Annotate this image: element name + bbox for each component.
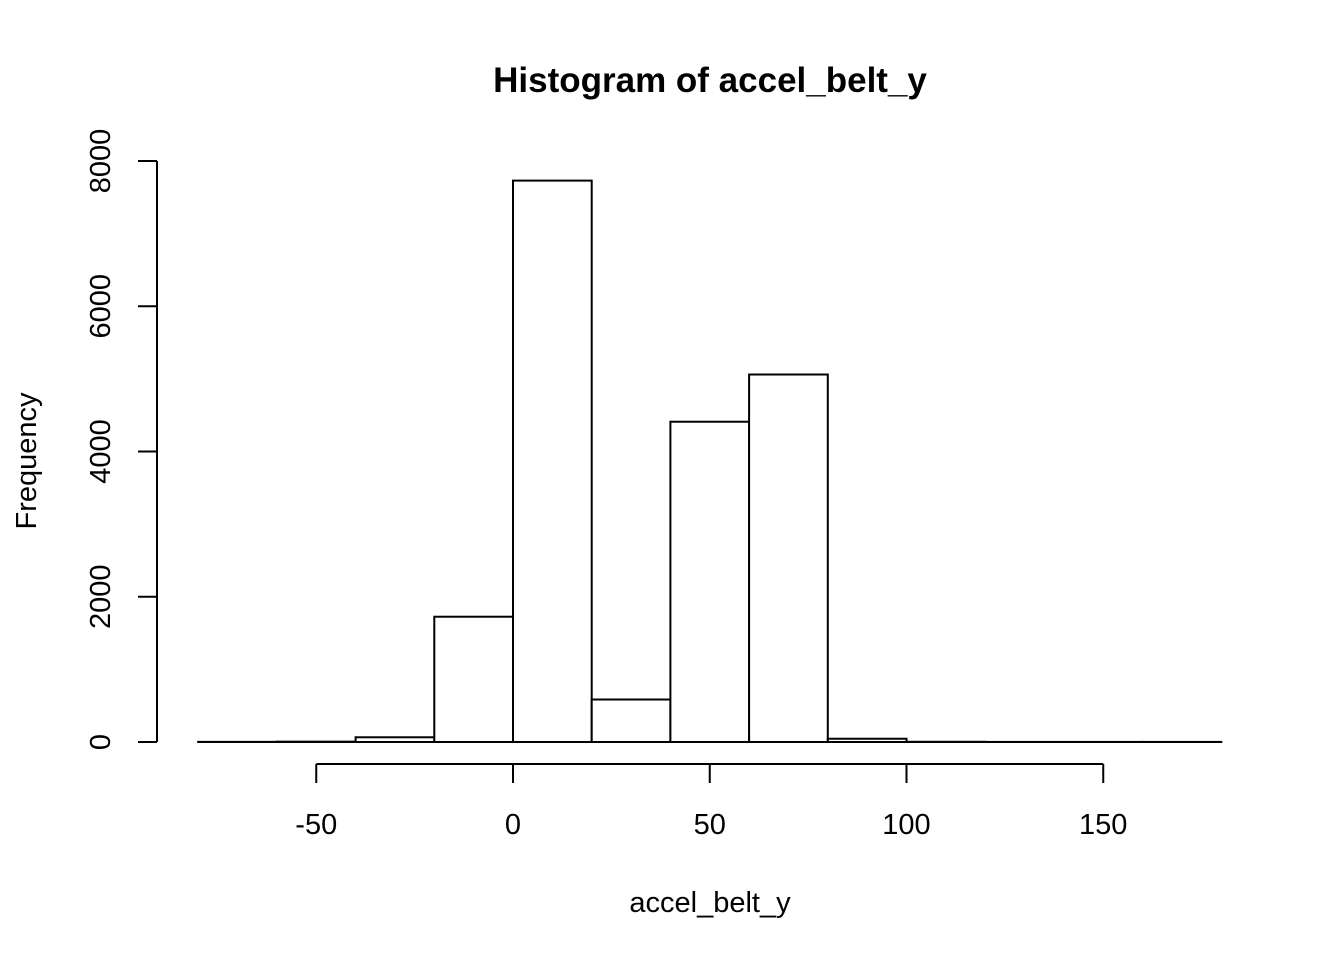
x-tick-label-2: 50 [694,809,726,841]
histogram-bar-4 [512,179,593,743]
y-tick-label-2: 4000 [85,419,117,484]
y-tick-label-1: 2000 [85,564,117,629]
chart-title: Histogram of accel_belt_y [493,61,927,100]
x-tick-label-4: 150 [1079,809,1127,841]
y-axis: 0 2000 4000 6000 8000 [85,129,158,750]
x-tick-label-0: -50 [295,809,337,841]
x-axis: -50 0 50 100 150 [295,763,1127,841]
y-tick-label-3: 6000 [85,274,117,339]
histogram-bar-3 [433,615,514,743]
x-tick-label-3: 100 [882,809,930,841]
histogram-bar-5 [590,698,672,744]
histogram-bar-7 [748,373,829,743]
x-tick-label-1: 0 [505,809,521,841]
histogram-bar-6 [669,420,751,743]
x-axis-label: accel_belt_y [629,887,791,919]
y-axis-label: Frequency [11,392,43,530]
y-tick-label-4: 8000 [85,129,117,194]
y-tick-label-0: 0 [85,734,117,750]
bars-group [197,179,1223,744]
